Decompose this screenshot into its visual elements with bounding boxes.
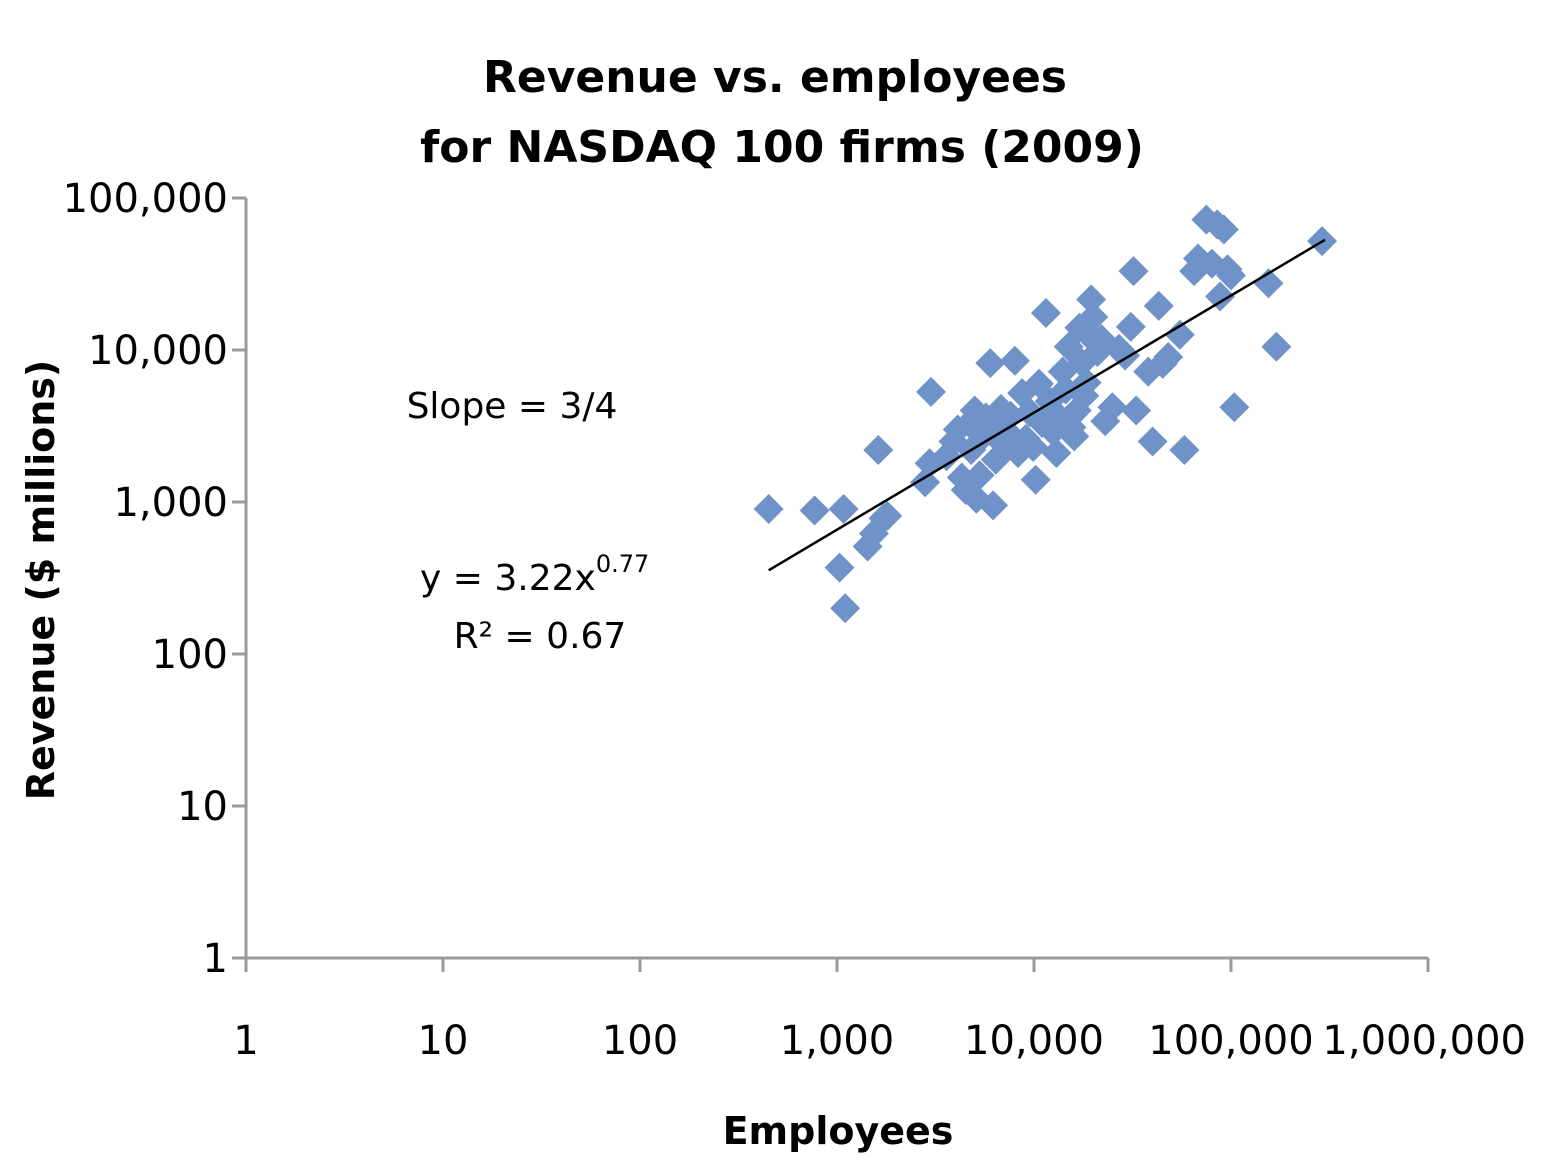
data-point <box>1115 311 1146 342</box>
slope-annotation: Slope = 3/4 <box>407 386 618 427</box>
x-tick-label: 100,000 <box>1148 1018 1313 1064</box>
x-tick-label: 1 <box>233 1018 258 1064</box>
data-point <box>1219 392 1250 423</box>
x-tick-label: 10,000 <box>964 1018 1104 1064</box>
data-point <box>1137 426 1168 457</box>
data-point <box>1164 319 1195 350</box>
equation-base: y = 3.22x <box>420 558 596 599</box>
y-tick-label: 100,000 <box>63 176 228 222</box>
data-point <box>1261 331 1292 362</box>
data-points <box>753 204 1338 624</box>
y-ticks: 1 10 100 1,000 10,000 100,000 <box>63 176 246 982</box>
y-tick-label: 10,000 <box>88 328 228 374</box>
data-point <box>915 376 946 407</box>
x-tick-label: 1,000 <box>780 1018 895 1064</box>
data-point <box>1059 421 1090 452</box>
data-point <box>799 495 830 526</box>
data-point <box>1078 301 1109 332</box>
data-point <box>1253 268 1284 299</box>
data-point <box>872 500 903 531</box>
x-tick-label: 100 <box>602 1018 678 1064</box>
data-point <box>753 493 784 524</box>
x-ticks: 1 10 100 1,000 10,000 100,000 1,000,000 <box>233 958 1526 1064</box>
y-tick-label: 1,000 <box>113 480 228 526</box>
data-point <box>1205 281 1236 312</box>
data-point <box>1030 298 1061 329</box>
chart-title-line-1: Revenue vs. employees <box>483 52 1067 103</box>
y-tick-label: 10 <box>177 784 228 830</box>
data-point <box>978 490 1009 521</box>
data-point <box>1041 438 1072 469</box>
x-tick-label: 1,000,000 <box>1322 1018 1526 1064</box>
chart-title-line-2: for NASDAQ 100 firms (2009) <box>420 122 1144 173</box>
data-point <box>824 552 855 583</box>
data-point <box>1118 256 1149 287</box>
data-point <box>828 493 859 524</box>
data-point <box>830 593 861 624</box>
data-point <box>1121 395 1152 426</box>
data-point <box>999 345 1030 376</box>
data-point <box>975 348 1006 379</box>
data-point <box>863 434 894 465</box>
data-point <box>1169 434 1200 465</box>
trendline <box>768 238 1326 572</box>
data-point <box>1097 392 1128 423</box>
x-tick-label: 10 <box>418 1018 469 1064</box>
data-point <box>1018 432 1049 463</box>
y-axis-title: Revenue ($ millions) <box>19 360 63 801</box>
r-squared-annotation: R² = 0.67 <box>454 616 627 657</box>
data-point <box>1216 260 1246 291</box>
data-point <box>1208 214 1239 245</box>
data-point <box>1076 284 1107 315</box>
y-tick-label: 1 <box>203 936 228 982</box>
y-tick-label: 100 <box>152 632 228 678</box>
x-axis-title: Employees <box>723 1109 954 1153</box>
equation-annotation: y = 3.22x0.77 <box>420 550 649 599</box>
data-point <box>1020 464 1051 495</box>
data-point <box>964 460 995 491</box>
equation-exponent: 0.77 <box>596 550 649 578</box>
data-point <box>1153 341 1184 372</box>
data-point <box>1007 378 1038 409</box>
data-point <box>1143 290 1174 321</box>
